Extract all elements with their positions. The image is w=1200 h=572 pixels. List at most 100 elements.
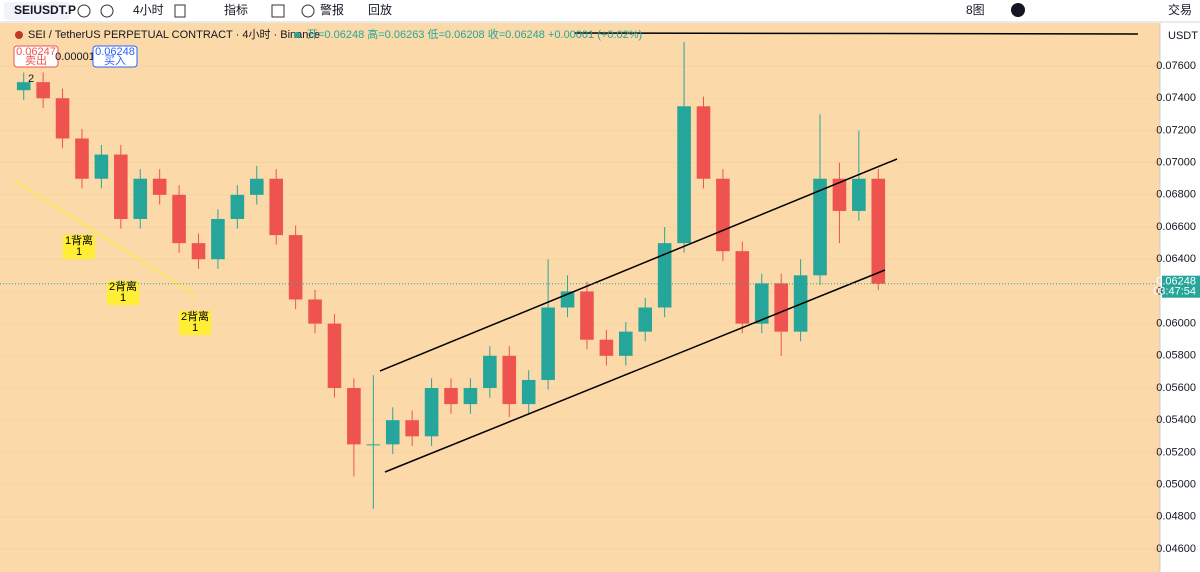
candle-body bbox=[483, 355, 497, 389]
y-tick-label: 0.05000 bbox=[1156, 478, 1196, 490]
candle-body bbox=[405, 420, 419, 437]
annotation-text: 2背离 bbox=[181, 309, 209, 323]
candle-body bbox=[133, 178, 148, 219]
y-tick-label: 0.06000 bbox=[1156, 318, 1196, 330]
y-tick-label: 0.05600 bbox=[1156, 382, 1196, 394]
candle-body bbox=[580, 291, 594, 340]
annotation-text: 2背离 bbox=[109, 279, 137, 293]
candle-body bbox=[852, 178, 866, 211]
y-tick-label: 0.06600 bbox=[1156, 221, 1196, 233]
candle-body bbox=[288, 235, 303, 300]
candle-body bbox=[424, 388, 439, 437]
sell-price[interactable]: 0.06247 bbox=[16, 46, 56, 58]
candles bbox=[16, 41, 886, 509]
candle-body bbox=[657, 243, 672, 308]
candle-body bbox=[813, 178, 827, 276]
buy-price[interactable]: 0.06248 bbox=[95, 46, 135, 58]
candle-body bbox=[599, 339, 614, 356]
candle-body bbox=[230, 194, 245, 219]
candle-body bbox=[385, 420, 400, 445]
last-price: 0.06248 bbox=[1156, 276, 1196, 288]
candle-body bbox=[463, 388, 478, 405]
y-tick-label: 0.07200 bbox=[1156, 124, 1196, 136]
candle-body bbox=[114, 154, 128, 219]
candle-body bbox=[172, 194, 186, 244]
candle-body bbox=[75, 138, 89, 179]
candle-body bbox=[871, 178, 886, 284]
divergence-line bbox=[13, 179, 196, 296]
candle-body bbox=[366, 444, 381, 446]
annotation-sub: 1 bbox=[192, 322, 198, 334]
annotation-box bbox=[179, 311, 211, 335]
candle-body bbox=[677, 106, 691, 244]
buy-button[interactable] bbox=[92, 45, 138, 68]
candle-body bbox=[754, 283, 769, 324]
sell-label[interactable]: 卖出 bbox=[25, 53, 47, 67]
y-tick-label: 0.04800 bbox=[1156, 511, 1196, 523]
candle-body bbox=[55, 98, 70, 139]
candle-body bbox=[347, 388, 361, 445]
candle-icon[interactable] bbox=[174, 4, 186, 18]
symbol[interactable]: SEIUSDT.P bbox=[14, 3, 76, 17]
indicators[interactable]: 指标 bbox=[224, 2, 248, 17]
candle-body bbox=[696, 106, 711, 179]
candle-body bbox=[444, 388, 458, 405]
grid bbox=[0, 65, 1160, 550]
chart-title: SEI / TetherUS PERPETUAL CONTRACT · 4小时 … bbox=[28, 28, 320, 41]
layout-icon[interactable] bbox=[271, 4, 285, 18]
annotation-box bbox=[63, 235, 95, 259]
symbol-box[interactable] bbox=[4, 2, 70, 20]
annotation-box bbox=[107, 281, 139, 305]
replay[interactable]: 回放 bbox=[368, 2, 392, 17]
y-tick-label: 0.07000 bbox=[1156, 157, 1196, 169]
channel-upper bbox=[379, 158, 898, 372]
annotation-text: 1背离 bbox=[65, 233, 93, 247]
candle-body bbox=[735, 251, 750, 324]
candle-body bbox=[521, 379, 536, 405]
candle-body bbox=[502, 355, 517, 405]
icon[interactable] bbox=[77, 4, 91, 18]
candle-body bbox=[16, 82, 31, 91]
annotation-sub: 1 bbox=[120, 292, 126, 304]
add-icon[interactable] bbox=[100, 4, 114, 18]
indicator-count[interactable]: 2 bbox=[28, 73, 34, 85]
y-tick-label: 0.05200 bbox=[1156, 446, 1196, 458]
buy-label[interactable]: 买入 bbox=[104, 54, 126, 67]
candle-body bbox=[774, 283, 788, 332]
y-tick-label: 0.07400 bbox=[1156, 92, 1196, 104]
countdown: 03:47:54 bbox=[1153, 286, 1196, 298]
alert-icon[interactable] bbox=[301, 4, 315, 18]
currency[interactable]: USDT bbox=[1168, 30, 1198, 42]
candle-body bbox=[211, 218, 225, 260]
candle-body bbox=[327, 323, 342, 389]
candle-body bbox=[541, 307, 555, 380]
sell-button[interactable] bbox=[13, 45, 59, 68]
toolbar bbox=[0, 0, 1200, 22]
candle-body bbox=[94, 154, 109, 179]
candle-body bbox=[249, 178, 264, 195]
candle-body bbox=[638, 307, 653, 332]
annotation: 2背离 1 bbox=[179, 309, 211, 335]
ohlc: 开=0.06248 高=0.06263 低=0.06208 收=0.06248 … bbox=[307, 27, 642, 41]
y-tick-label: 0.06800 bbox=[1156, 189, 1196, 201]
candle-body bbox=[308, 299, 322, 324]
y-tick-label: 0.07600 bbox=[1156, 60, 1196, 72]
interval[interactable]: 4小时 bbox=[133, 3, 164, 17]
annotation-sub: 1 bbox=[76, 246, 82, 258]
candle-body bbox=[619, 331, 633, 356]
candle-body bbox=[716, 178, 730, 252]
annotation: 1背离 1 bbox=[63, 233, 95, 259]
badge[interactable] bbox=[1011, 3, 1025, 17]
last-price-box bbox=[1162, 275, 1200, 298]
trade[interactable]: 交易 bbox=[1168, 2, 1192, 17]
alert[interactable]: 警报 bbox=[320, 2, 344, 17]
y-tick-label: 0.05800 bbox=[1156, 350, 1196, 362]
candle-body bbox=[36, 82, 50, 99]
candle-body bbox=[832, 178, 847, 211]
symbol-logo bbox=[15, 31, 23, 39]
plot-area bbox=[0, 23, 1160, 572]
channel-lower bbox=[384, 269, 886, 473]
layout[interactable]: 8图 bbox=[966, 3, 985, 17]
